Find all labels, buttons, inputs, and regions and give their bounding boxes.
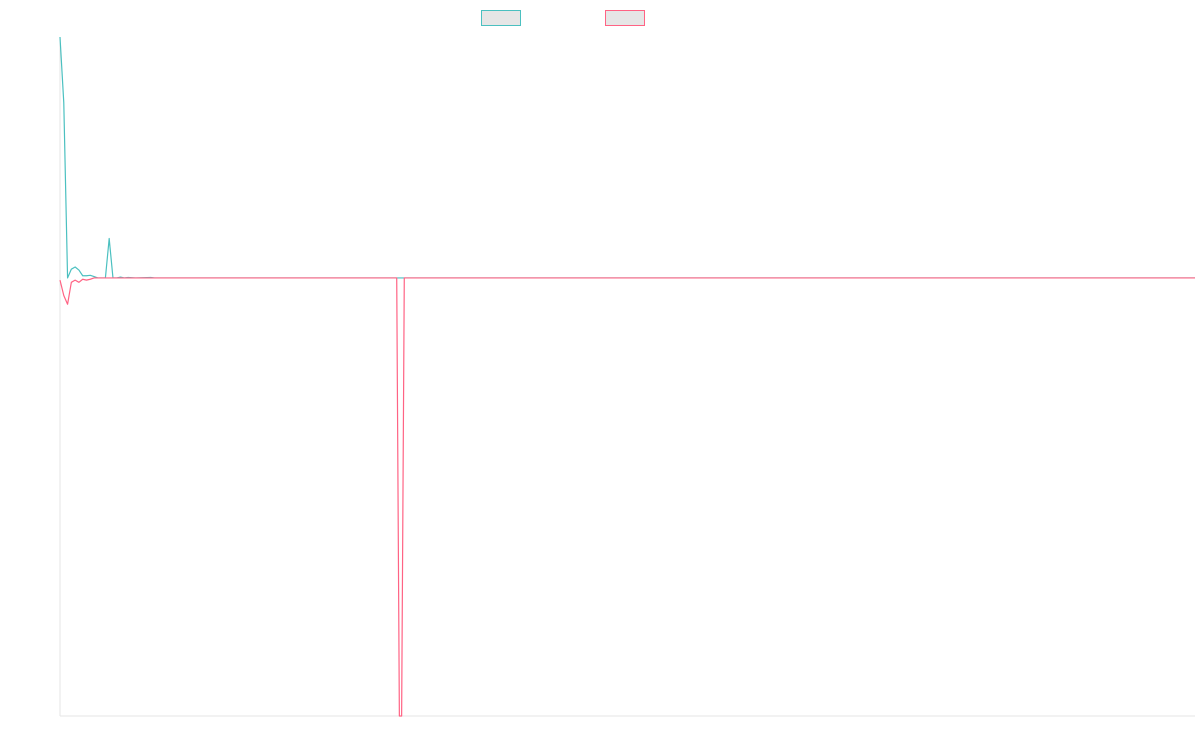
axes <box>59 37 1195 717</box>
series-line-2 <box>59 277 1195 717</box>
series-layer <box>59 36 1195 717</box>
legend-item-2[interactable] <box>605 10 645 26</box>
legend-swatch-2[interactable] <box>605 10 645 26</box>
legend <box>481 10 645 26</box>
legend-swatch-1[interactable] <box>481 10 521 26</box>
legend-item-1[interactable] <box>481 10 521 26</box>
series-line-1 <box>59 36 1195 279</box>
